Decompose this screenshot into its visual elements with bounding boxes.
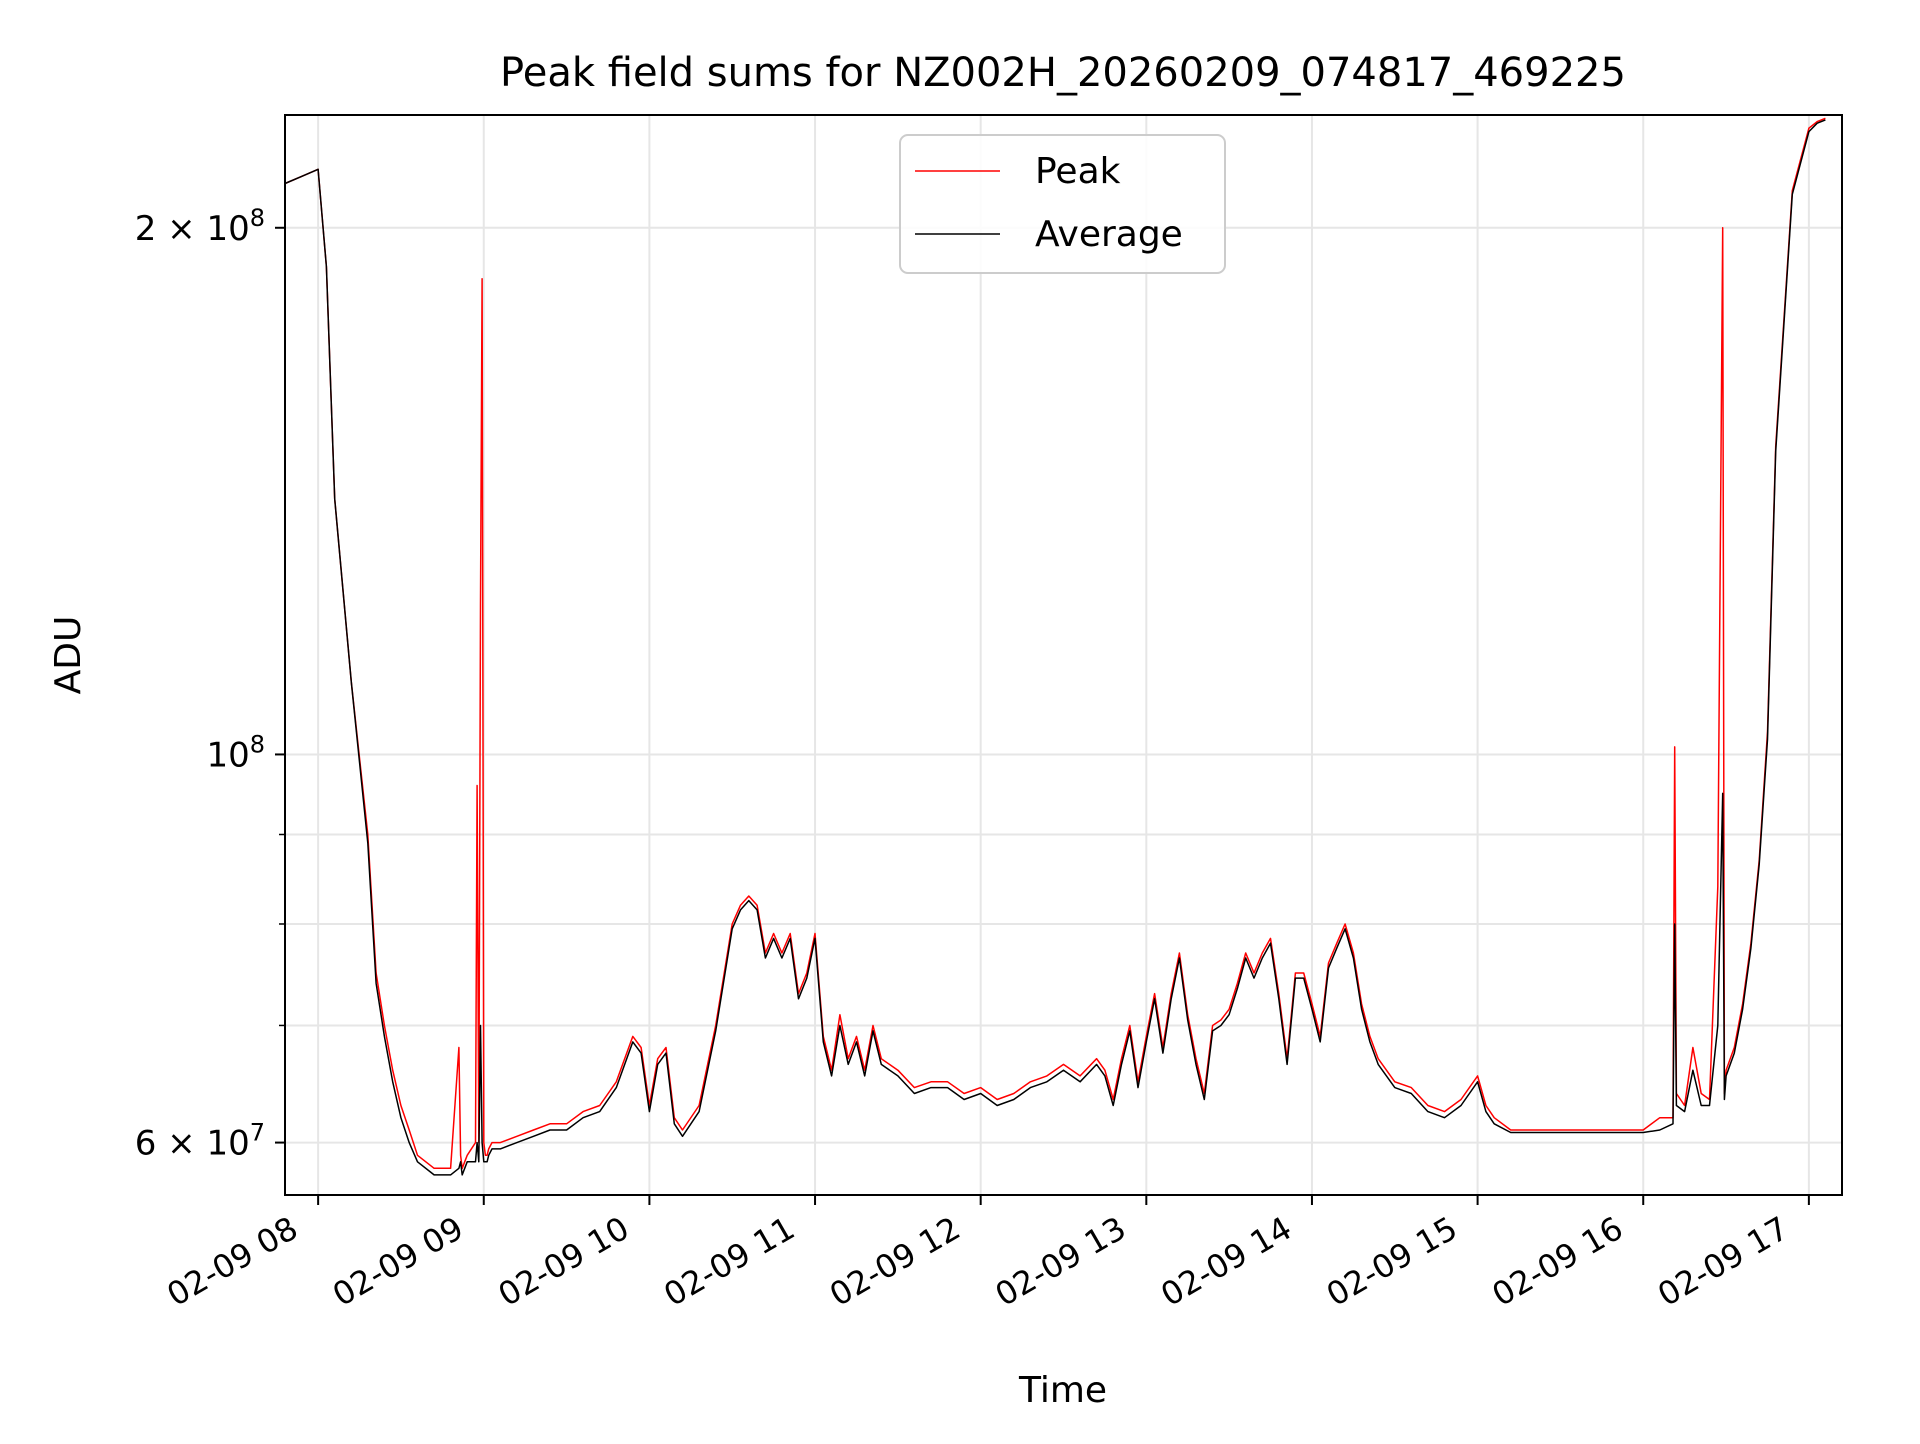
series-line-average xyxy=(284,119,1826,1176)
y-tick-label: 2 × 108 xyxy=(135,204,265,249)
legend-box xyxy=(899,134,1226,274)
y-axis-label: ADU xyxy=(48,616,89,695)
grid-layer xyxy=(285,115,1842,1195)
legend: Peak Average xyxy=(899,134,1226,274)
chart-title: Peak field sums for NZ002H_20260209_0748… xyxy=(500,50,1626,96)
series-layer xyxy=(284,117,1826,1176)
x-axis-label: Time xyxy=(1018,1370,1107,1411)
legend-peak-label: Peak xyxy=(1035,151,1121,192)
y-tick-label: 108 xyxy=(206,730,265,775)
legend-average-label: Average xyxy=(1035,214,1183,255)
series-line-peak xyxy=(284,117,1826,1170)
plot-frame xyxy=(284,114,1843,1196)
y-tick-label: 6 × 107 xyxy=(135,1119,265,1164)
